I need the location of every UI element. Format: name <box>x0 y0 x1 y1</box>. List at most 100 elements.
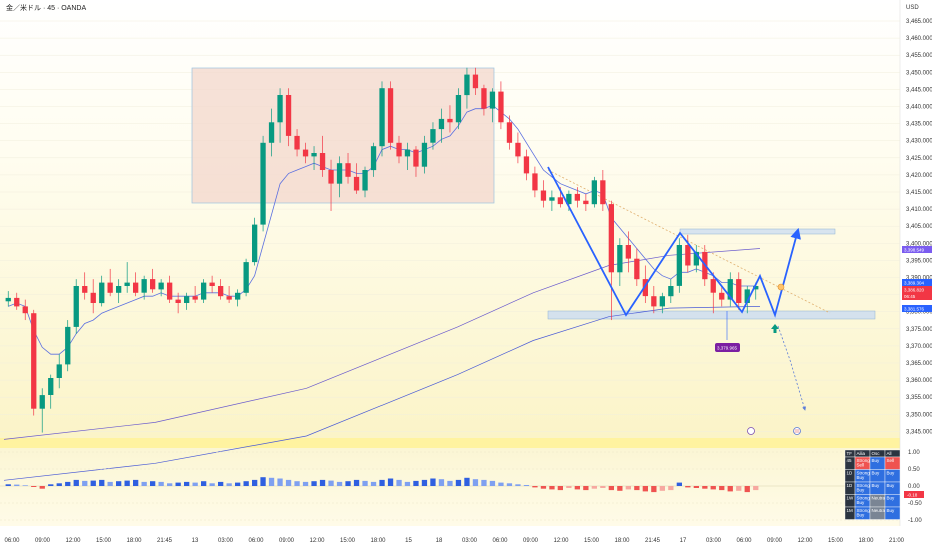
osc-bar <box>447 480 453 486</box>
osc-bar <box>753 486 759 491</box>
candle-body <box>22 306 28 314</box>
table-cell-text: Sell <box>857 463 865 468</box>
candle-body <box>345 163 351 177</box>
candle-body <box>243 262 249 293</box>
table-cell-text: 1M <box>847 508 854 513</box>
price-tick-label: 3,345.000 <box>906 429 932 435</box>
osc-bar <box>319 479 326 486</box>
osc-bar <box>523 485 530 486</box>
osc-bar <box>260 477 266 486</box>
candle-body <box>583 200 589 205</box>
currency-label: USD <box>906 5 919 11</box>
low-marker-badge <box>715 343 740 352</box>
osc-bar <box>489 480 496 486</box>
osc-bar <box>22 485 28 486</box>
candle-body <box>472 74 479 89</box>
time-tick-label: 12:00 <box>309 538 325 544</box>
osc-bar <box>506 483 513 486</box>
price-tick-label: 3,380.000 <box>906 310 932 316</box>
osc-bar <box>421 479 428 486</box>
candle-body <box>634 258 640 280</box>
table-header-text: Ailia <box>857 451 866 456</box>
osc-bar <box>430 478 436 486</box>
osc-bar <box>744 486 750 493</box>
osc-bar <box>455 479 462 486</box>
candle-body <box>591 180 597 205</box>
osc-bar <box>693 486 699 488</box>
osc-bar <box>370 481 377 486</box>
candle-body <box>549 197 555 201</box>
osc-bar <box>31 486 37 487</box>
osc-bar <box>515 484 521 486</box>
candle-body <box>209 282 215 286</box>
time-tick-label: 18 <box>436 538 443 544</box>
candle-body <box>719 292 725 300</box>
table-cell-text: Buy <box>857 500 866 505</box>
osc-bar <box>175 482 181 486</box>
time-tick-label: 03:00 <box>706 538 722 544</box>
osc-bar <box>209 483 215 486</box>
support-price-badge <box>902 305 932 312</box>
current-price-text-a: 3,389.304 <box>904 281 925 286</box>
candle-body <box>574 193 580 201</box>
time-tick-label: 18:00 <box>858 538 874 544</box>
time-tick-label: 06:00 <box>492 538 508 544</box>
event-icon-flag-us <box>793 427 801 435</box>
time-tick-label: 03:00 <box>218 538 234 544</box>
candle-body <box>557 197 563 205</box>
price-labels: 3,398.549 3,389.304 3,386.820 06:45 3,38… <box>902 246 932 312</box>
candle-body <box>481 88 487 109</box>
low-marker-label: 3,379.965 <box>717 346 738 351</box>
osc-bar <box>65 481 71 486</box>
table-cell-text: Buy <box>857 513 866 518</box>
osc-bar <box>302 481 309 486</box>
time-tick-label: 12:00 <box>797 538 813 544</box>
table-header-text: All <box>887 451 892 456</box>
osc-bar <box>218 481 224 486</box>
osc-bar <box>404 481 411 486</box>
chart-title: 金／米ドル · 45 · OANDA <box>6 3 86 12</box>
alert-marker-icon <box>777 283 785 291</box>
candle-body <box>48 378 54 395</box>
candle-body <box>489 91 496 109</box>
price-tick-label: 3,405.000 <box>906 224 932 230</box>
price-tick-label: 3,425.000 <box>906 156 932 162</box>
osc-bar <box>727 486 733 492</box>
up-arrow-icon <box>771 324 779 333</box>
candle-body <box>31 313 37 409</box>
osc-bar <box>226 483 232 486</box>
osc-bar <box>277 478 283 486</box>
candle-body <box>116 286 122 293</box>
osc-bar <box>133 479 139 486</box>
price-tick-label: 3,445.000 <box>906 87 932 93</box>
candle-body <box>328 170 334 184</box>
candle-body <box>540 190 547 201</box>
candle-body <box>39 395 45 409</box>
candle-body <box>693 251 699 266</box>
table-cell-text: Buy <box>887 508 896 513</box>
osc-bar <box>617 486 623 491</box>
osc-bar <box>141 481 147 486</box>
osc-bar <box>464 477 470 486</box>
osc-bar <box>99 479 105 486</box>
candle-body <box>523 156 530 174</box>
osc-bar <box>252 479 258 486</box>
resistance-zone <box>679 228 836 235</box>
osc-bar <box>336 481 343 486</box>
candle-body <box>430 129 436 143</box>
candle-body <box>294 135 300 150</box>
candle-body <box>710 279 716 293</box>
candle-body <box>133 282 139 293</box>
osc-tick-label: -1.00 <box>908 518 922 524</box>
time-tick-label: 06:00 <box>248 538 264 544</box>
price-tick-label: 3,370.000 <box>906 344 932 350</box>
time-tick-label: 21:45 <box>157 538 173 544</box>
candle-body <box>464 74 470 96</box>
candle-body <box>167 282 173 300</box>
time-tick-label: 18:00 <box>614 538 630 544</box>
candle-body <box>192 296 198 300</box>
price-tick-label: 3,360.000 <box>906 378 932 384</box>
osc-bar <box>608 486 614 491</box>
current-price-text-b: 3,386.820 <box>904 288 925 293</box>
time-tick-label: 12:00 <box>65 538 81 544</box>
